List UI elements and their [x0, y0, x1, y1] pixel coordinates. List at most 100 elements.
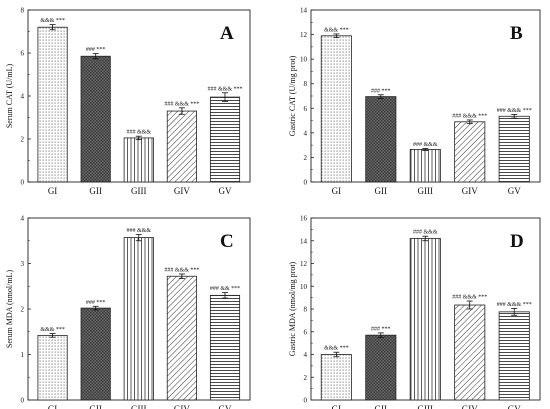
y-tick-label: 10 [300, 56, 308, 64]
bar-giv [166, 110, 197, 183]
y-axis-label: Gastric MDA (nmol/mg prot) [288, 261, 297, 356]
x-category-label: GIII [418, 404, 434, 409]
y-tick-label: 4 [21, 215, 25, 223]
y-tick-label: 3 [21, 260, 25, 268]
y-tick-label: 4 [21, 93, 25, 101]
bar-gi [320, 35, 352, 183]
y-tick-label: 6 [21, 50, 25, 58]
significance-label: &&& *** [40, 327, 65, 333]
x-category-label: GII [89, 186, 102, 196]
y-tick-label: 0 [304, 397, 308, 405]
significance-label: ### &&& *** [452, 113, 487, 119]
significance-label: ### &&& [127, 130, 152, 136]
bar-giii [123, 137, 154, 183]
bar-giv [454, 304, 486, 401]
panel-letter: B [510, 23, 523, 44]
significance-label: ### && *** [210, 286, 240, 292]
significance-label: ### *** [371, 326, 391, 332]
y-tick-label: 12 [300, 260, 308, 268]
y-tick-label: 0 [304, 179, 308, 187]
chart-panel-a: 0 2 4 6 8 Serum CAT (U/mL) A &&& *** GI ### *** GI… [5, 7, 251, 196]
significance-label: ### &&& *** [452, 295, 487, 301]
significance-label: ### &&& *** [164, 267, 199, 273]
x-category-label: GIII [131, 404, 147, 409]
x-category-label: GIV [174, 404, 190, 409]
bar-gv [209, 96, 241, 183]
x-category-label: GI [48, 186, 58, 196]
y-tick-label: 2 [21, 136, 25, 144]
y-tick-label: 14 [300, 7, 308, 15]
panels: 0 2 4 6 8 Serum CAT (U/mL) A &&& *** GI ### *** GI… [5, 7, 541, 409]
bar-gii [365, 96, 397, 183]
significance-label: ### *** [86, 300, 106, 306]
bar-giii [123, 237, 154, 401]
x-category-label: GII [375, 404, 388, 409]
significance-label: &&& *** [40, 18, 65, 24]
significance-label: ### &&& *** [497, 302, 532, 308]
y-axis-label: Serum CAT (U/mL) [5, 64, 14, 129]
x-category-label: GIII [418, 186, 434, 196]
bar-giii [409, 149, 441, 183]
bar-giii [409, 238, 441, 401]
x-category-label: GV [508, 186, 521, 196]
y-tick-label: 2 [304, 154, 308, 162]
chart-panel-d: 0 2 4 6 8 10 12 14 16 Gastric MDA (nmol/mg prot) D… [288, 215, 541, 409]
x-category-label: GII [375, 186, 388, 196]
bar-gv [498, 115, 530, 183]
y-axis-label: Serum MDA (nmol/mL) [5, 270, 14, 349]
bar-gv [209, 294, 241, 401]
y-tick-label: 8 [304, 306, 308, 314]
y-tick-label: 2 [304, 374, 308, 382]
y-tick-label: 0 [21, 397, 25, 405]
y-tick-label: 14 [300, 237, 308, 245]
bar-gv [498, 311, 530, 401]
x-category-label: GIV [174, 186, 190, 196]
significance-label: &&& *** [324, 346, 349, 352]
y-tick-label: 4 [304, 129, 308, 137]
panel-letter: C [220, 231, 234, 252]
bar-gii [365, 334, 397, 401]
x-category-label: GI [332, 186, 342, 196]
significance-label: ### *** [86, 47, 106, 53]
y-tick-label: 8 [21, 7, 25, 15]
bar-giv [166, 275, 197, 401]
y-tick-label: 0 [21, 179, 25, 187]
x-category-label: GV [218, 404, 231, 409]
x-category-label: GV [508, 404, 521, 409]
significance-label: ### &&& *** [497, 108, 532, 114]
significance-label: &&& *** [324, 27, 349, 33]
y-tick-label: 4 [304, 351, 308, 359]
bar-gii [80, 307, 111, 401]
significance-label: ### *** [371, 88, 391, 94]
y-tick-label: 2 [21, 306, 25, 314]
x-category-label: GV [218, 186, 231, 196]
chart-panel-c: 0 1 2 3 4 Serum MDA (nmol/mL) C &&& *** GI ### **… [5, 215, 251, 409]
significance-label: ### &&& [413, 142, 438, 148]
x-category-label: GIV [462, 404, 478, 409]
significance-label: ### &&& [413, 230, 438, 236]
y-tick-label: 1 [21, 351, 25, 359]
significance-label: ### &&& [127, 228, 152, 234]
y-axis-label: Gastric CAT (U/mg prot) [288, 55, 297, 136]
x-category-label: GIV [462, 186, 478, 196]
bar-gi [37, 26, 68, 183]
chart-panel-b: 0 2 4 6 8 10 12 14 Gastric CAT (U/mg prot) B &&& *… [288, 7, 541, 196]
y-tick-label: 6 [304, 328, 308, 336]
panel-letter: D [510, 231, 524, 252]
bar-gi [320, 354, 352, 401]
bar-gi [37, 334, 68, 401]
significance-label: ### &&& *** [207, 86, 242, 92]
significance-label: ### &&& *** [164, 101, 199, 107]
y-tick-label: 10 [300, 283, 308, 291]
x-category-label: GIII [131, 186, 147, 196]
x-category-label: GII [89, 404, 102, 409]
y-tick-label: 12 [300, 31, 308, 39]
y-tick-label: 6 [304, 105, 308, 113]
panel-letter: A [220, 23, 234, 44]
x-category-label: GI [48, 404, 58, 409]
y-tick-label: 8 [304, 80, 308, 88]
bar-giv [454, 121, 486, 183]
y-tick-label: 16 [300, 215, 308, 223]
bar-gii [80, 55, 111, 183]
